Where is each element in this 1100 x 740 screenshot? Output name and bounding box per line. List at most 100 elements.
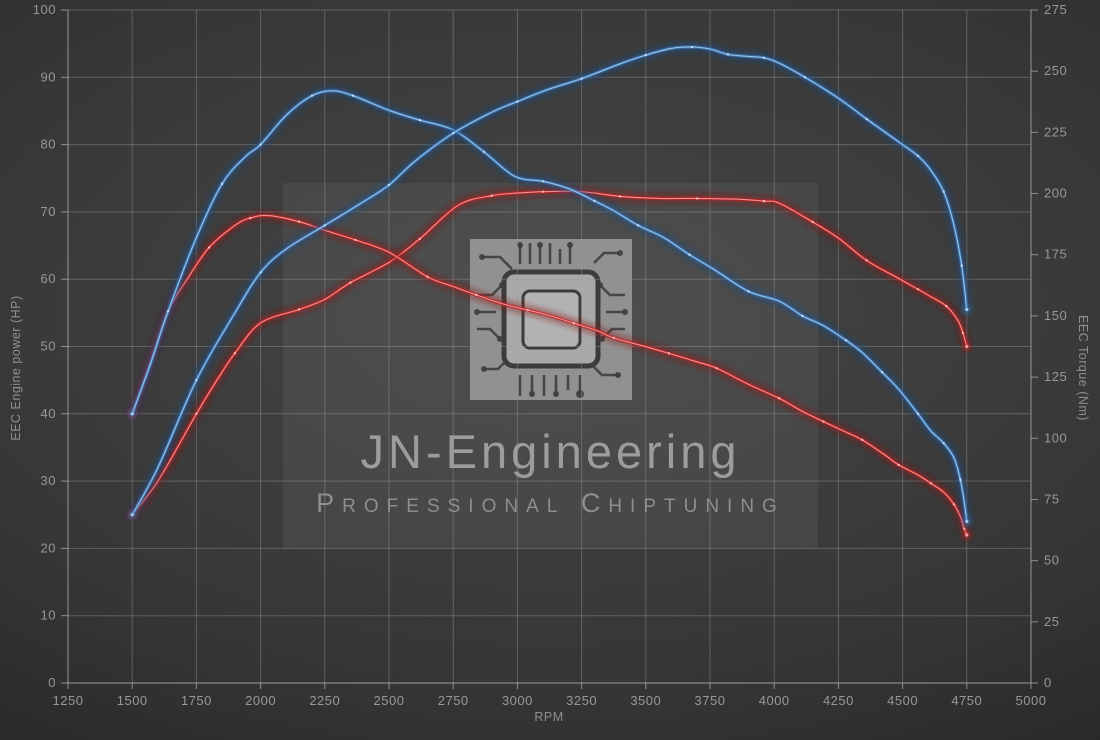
curve-red-power xyxy=(127,186,972,520)
data-point xyxy=(952,503,956,506)
data-point xyxy=(166,309,170,313)
data-point xyxy=(351,94,355,97)
data-point xyxy=(541,180,545,183)
data-point xyxy=(861,438,864,442)
y-right-tick-label: 0 xyxy=(1044,675,1052,690)
curve-endpoint xyxy=(965,344,969,349)
curve-endpoint xyxy=(130,412,134,416)
data-point xyxy=(945,304,948,308)
data-point xyxy=(690,45,694,49)
data-point xyxy=(844,339,848,342)
data-point xyxy=(297,308,301,311)
x-tick-label: 1500 xyxy=(117,693,148,708)
data-point xyxy=(942,441,945,445)
data-point xyxy=(688,253,691,256)
data-point xyxy=(916,412,920,415)
data-point xyxy=(960,264,963,267)
data-point xyxy=(822,420,825,423)
y-left-axis-title: EEC Engine power (HP) xyxy=(9,295,23,440)
x-axis-title: RPM xyxy=(534,710,563,724)
x-tick-label: 2750 xyxy=(438,693,469,708)
data-point xyxy=(572,322,576,325)
data-point xyxy=(418,237,422,241)
data-point xyxy=(929,482,933,485)
data-point xyxy=(801,314,804,318)
data-point xyxy=(593,199,596,203)
y-left-tick-label: 90 xyxy=(41,69,56,84)
data-point xyxy=(880,370,884,374)
data-point xyxy=(354,238,357,242)
data-point xyxy=(195,378,198,382)
curve-red-torque xyxy=(127,210,972,540)
y-left-tick-label: 60 xyxy=(41,271,56,286)
data-point xyxy=(208,246,211,249)
data-point xyxy=(865,117,868,121)
x-tick-label: 1250 xyxy=(53,693,84,708)
axis-titles: RPM EEC Engine power (HP) EEC Torque (Nm) xyxy=(9,295,1090,724)
data-point xyxy=(916,154,920,158)
data-point xyxy=(349,281,352,284)
data-point xyxy=(959,478,962,482)
y-left-tick-label: 50 xyxy=(41,339,56,354)
x-tick-label: 4500 xyxy=(887,693,918,708)
data-point xyxy=(618,195,622,198)
y-right-tick-label: 200 xyxy=(1044,186,1067,201)
x-tick-label: 4750 xyxy=(951,693,982,708)
data-point xyxy=(249,216,252,220)
data-point xyxy=(490,194,493,197)
data-point xyxy=(516,100,519,103)
x-tick-label: 2000 xyxy=(245,693,276,708)
curve-endpoint xyxy=(965,307,969,312)
curve-endpoint xyxy=(965,533,969,537)
data-point xyxy=(580,77,583,80)
data-point xyxy=(811,220,814,224)
y-right-tick-label: 50 xyxy=(1044,553,1059,568)
y-right-tick-label: 225 xyxy=(1044,124,1067,139)
data-point xyxy=(259,143,262,146)
data-point xyxy=(636,224,640,227)
x-tick-label: 1750 xyxy=(181,693,212,708)
data-point xyxy=(865,259,868,262)
data-point xyxy=(695,197,699,200)
data-point xyxy=(475,293,478,297)
y-right-tick-label: 150 xyxy=(1044,308,1067,323)
x-tick-label: 2500 xyxy=(374,693,405,708)
data-point xyxy=(482,150,486,154)
curve-endpoint xyxy=(965,519,969,524)
data-point xyxy=(452,131,455,135)
data-point xyxy=(612,336,615,340)
axis-labels: 1250 1500 1750 2000 2250 2500 2750 3000 3250 3500… xyxy=(33,2,1067,708)
data-point xyxy=(961,331,965,335)
y-left-tick-label: 40 xyxy=(41,406,56,421)
data-point xyxy=(715,367,718,370)
curve-blue-torque xyxy=(127,86,972,526)
data-point xyxy=(526,308,529,312)
y-right-tick-label: 125 xyxy=(1044,369,1067,384)
data-point xyxy=(963,527,966,531)
y-left-tick-label: 100 xyxy=(33,2,56,17)
data-point xyxy=(387,183,391,187)
x-tick-label: 3250 xyxy=(566,693,597,708)
data-point xyxy=(667,352,671,355)
data-point xyxy=(426,275,429,278)
curve-blue-power xyxy=(127,42,972,520)
y-left-tick-label: 10 xyxy=(41,608,56,623)
data-point xyxy=(220,182,224,185)
data-point xyxy=(747,290,750,293)
y-right-tick-label: 100 xyxy=(1044,430,1067,445)
data-point xyxy=(762,199,766,203)
data-point xyxy=(942,190,945,193)
y-right-tick-label: 25 xyxy=(1044,614,1059,629)
data-point xyxy=(259,271,262,274)
data-point xyxy=(310,94,314,97)
y-left-tick-label: 20 xyxy=(41,540,56,555)
y-right-tick-label: 75 xyxy=(1044,491,1059,506)
y-right-tick-label: 175 xyxy=(1044,247,1067,262)
y-left-tick-label: 0 xyxy=(48,675,56,690)
watermark-brand-text: JN-Engineering xyxy=(360,425,741,478)
grid-layer xyxy=(61,9,1038,689)
y-left-tick-label: 30 xyxy=(41,473,56,488)
data-point xyxy=(297,220,301,223)
